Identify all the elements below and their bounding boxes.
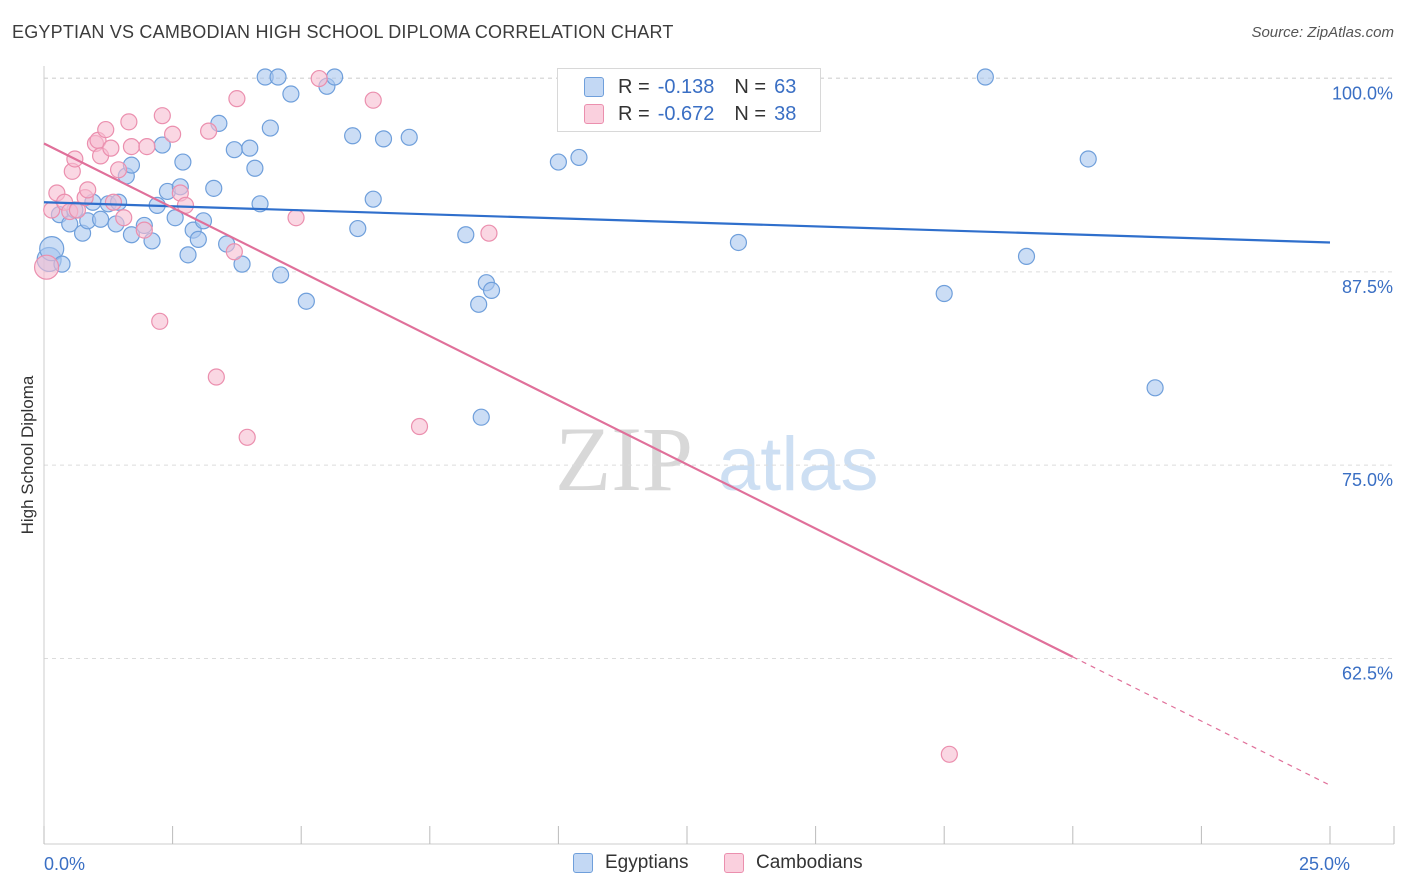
egyptians-point [1146, 379, 1164, 397]
cambodians-point [410, 417, 429, 436]
cambodians-point [310, 69, 328, 88]
cambodians-point [153, 107, 171, 125]
egyptians-point [241, 139, 259, 157]
cambodians-point [200, 122, 218, 140]
egyptians-point [400, 128, 418, 146]
cambodians-point [115, 209, 133, 227]
n-label: N = [734, 102, 767, 125]
legend-label: Egyptians [605, 852, 689, 873]
egyptians-point [344, 127, 362, 145]
cambodians-swatch [724, 853, 744, 873]
egyptians-point [976, 68, 994, 86]
egyptians-point [272, 266, 290, 284]
egyptians-point [261, 119, 279, 137]
y-tick-label: 87.5% [1342, 277, 1393, 297]
cambodians-point [228, 90, 246, 108]
watermark-atlas: atlas [718, 422, 879, 507]
egyptians-point [729, 233, 748, 252]
cambodians-trend-extension [1072, 656, 1331, 786]
egyptians-point [470, 295, 488, 313]
n-value: 38 [774, 102, 797, 125]
egyptians-point [457, 226, 475, 244]
cambodians-point [122, 137, 141, 156]
egyptians-point [233, 255, 251, 273]
x-tick-label: 25.0% [1299, 854, 1350, 874]
x-tick-label: 0.0% [44, 854, 85, 874]
egyptians-point [482, 281, 501, 300]
egyptians-point [326, 68, 344, 86]
egyptians-trend-line [43, 201, 1331, 244]
cambodians-point [287, 209, 305, 227]
source-label: Source: ZipAtlas.com [1251, 24, 1394, 41]
y-tick-label: 75.0% [1342, 470, 1393, 490]
egyptians-swatch [573, 853, 593, 873]
cambodians-point [940, 745, 958, 763]
y-tick-label: 100.0% [1332, 84, 1393, 104]
cambodians-point [238, 428, 256, 446]
egyptians-point [935, 284, 953, 303]
cambodians-point [33, 254, 60, 280]
egyptians-point [349, 219, 367, 238]
cambodians-point [68, 201, 87, 219]
egyptians-point [374, 130, 393, 148]
cambodians-point [138, 137, 156, 156]
cambodians-point [364, 91, 382, 109]
cambodians-point [102, 139, 120, 157]
cambodians-trend-line [43, 142, 1074, 658]
legend-row-cambodians: R = -0.672 N = 38 [584, 102, 796, 126]
egyptians-point [205, 179, 223, 197]
egyptians-point [570, 148, 588, 167]
cambodians-point [151, 312, 169, 330]
r-value: -0.138 [657, 75, 715, 98]
egyptians-point [174, 153, 192, 171]
cambodians-point [225, 243, 243, 261]
y-axis-label: High School Diploma [18, 375, 37, 535]
egyptians-point [91, 210, 110, 228]
y-tick-label: 62.5% [1342, 663, 1393, 683]
egyptians-point [297, 292, 315, 310]
egyptians-point [179, 246, 197, 264]
egyptians-point [225, 141, 243, 159]
legend-item-egyptians[interactable]: Egyptians [573, 852, 688, 874]
egyptians-point [1017, 247, 1036, 265]
n-value: 63 [774, 75, 797, 98]
cambodians-point [104, 193, 123, 211]
legend-label: Cambodians [756, 852, 863, 873]
r-label: R = [618, 102, 650, 125]
egyptians-point [189, 230, 207, 248]
correlation-legend: R = -0.138 N = 63 R = -0.672 N = 38 [557, 68, 821, 132]
r-value: -0.672 [657, 102, 715, 125]
cambodians-point [97, 120, 115, 139]
legend-item-cambodians[interactable]: Cambodians [724, 852, 863, 874]
egyptians-point [364, 190, 382, 208]
egyptians-point [282, 85, 300, 103]
egyptians-point [246, 159, 264, 177]
cambodians-point [120, 113, 138, 131]
cambodians-point [164, 125, 182, 143]
cambodians-point [109, 161, 128, 179]
legend-row-egyptians: R = -0.138 N = 63 [584, 75, 796, 99]
cambodians-swatch [584, 104, 604, 124]
chart-title: EGYPTIAN VS CAMBODIAN HIGH SCHOOL DIPLOM… [12, 22, 674, 42]
egyptians-point [1079, 150, 1097, 168]
egyptians-swatch [584, 77, 604, 97]
series-legend: Egyptians Cambodians [0, 852, 1406, 878]
r-label: R = [618, 75, 650, 98]
cambodians-point [79, 181, 97, 199]
n-label: N = [734, 75, 767, 98]
cambodians-point [135, 221, 153, 239]
egyptians-point [549, 153, 568, 171]
egyptians-point [269, 68, 287, 86]
cambodians-point [207, 368, 225, 386]
cambodians-point [480, 224, 498, 242]
watermark-zip: ZIP [555, 408, 693, 510]
egyptians-point [472, 408, 490, 426]
